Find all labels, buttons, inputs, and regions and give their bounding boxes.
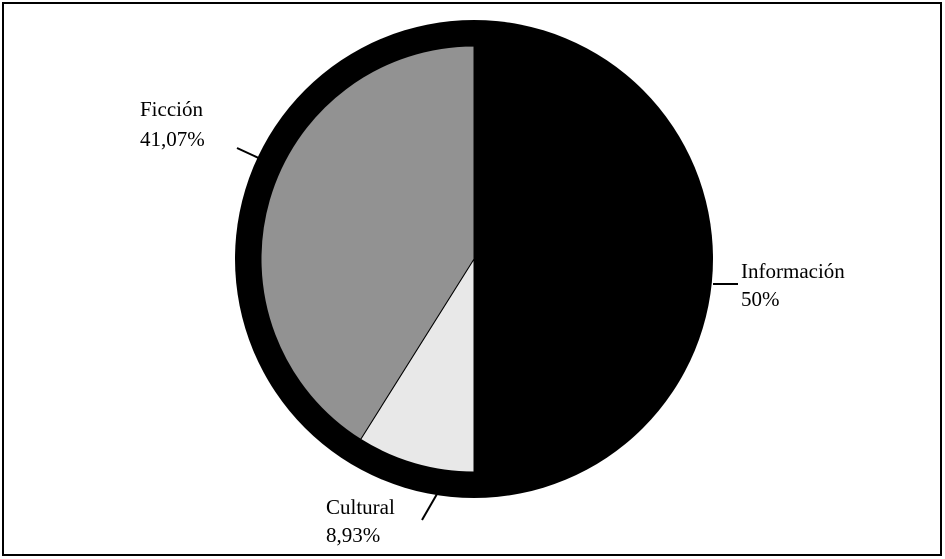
slice-label-cultural: Cultural bbox=[326, 495, 395, 519]
slice-value-cultural: 8,93% bbox=[326, 523, 380, 547]
slice-value-ficcion: 41,07% bbox=[140, 127, 205, 151]
slice-label-ficcion: Ficción bbox=[140, 97, 203, 121]
slice-value-informacion: 50% bbox=[741, 287, 780, 311]
slice-label-informacion: Información bbox=[741, 259, 845, 283]
